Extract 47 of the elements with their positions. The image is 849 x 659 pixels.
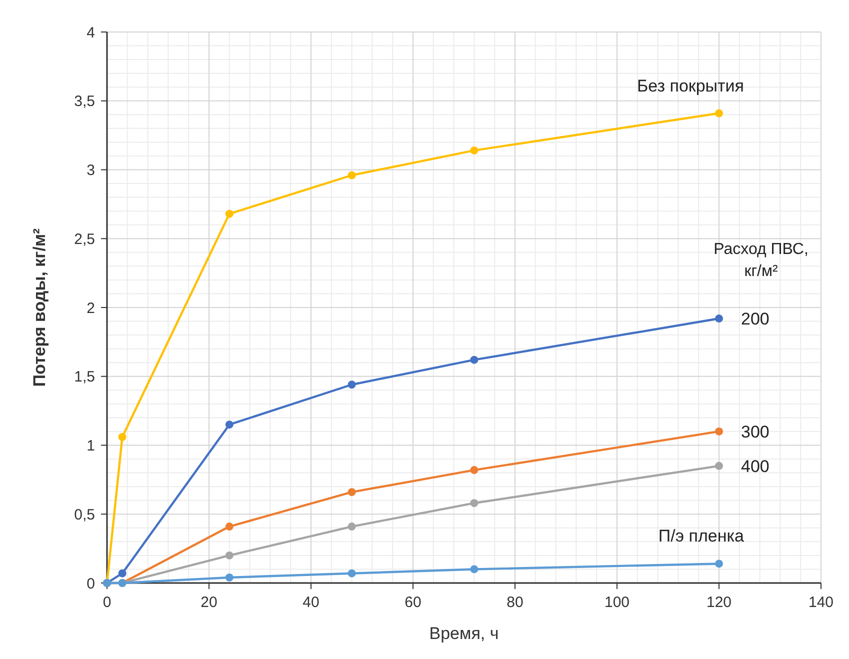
- point: [225, 573, 234, 582]
- x-tick-label: 60: [404, 594, 422, 611]
- point: [348, 380, 356, 389]
- x-tick-label: 0: [102, 594, 112, 611]
- x-tick-label: 120: [706, 594, 732, 611]
- y-tick-label: 0,5: [74, 506, 95, 524]
- y-tick-label: 3: [86, 162, 95, 179]
- point: [348, 488, 356, 496]
- point: [715, 314, 723, 323]
- x-tick-label: 80: [506, 594, 524, 611]
- x-tick-label: 140: [808, 594, 834, 611]
- point: [118, 432, 126, 441]
- point: [348, 569, 356, 578]
- series-label: 200: [741, 310, 770, 329]
- point: [715, 560, 723, 568]
- y-tick-label: 0: [86, 575, 95, 592]
- y-tick-label: 1,5: [74, 368, 95, 386]
- point: [118, 569, 126, 578]
- series-label: 300: [741, 422, 770, 442]
- point: [715, 462, 723, 470]
- point: [470, 466, 478, 474]
- x-axis-title: Время, ч: [429, 624, 499, 643]
- y-tick-label: 2,5: [74, 230, 95, 248]
- point: [470, 356, 478, 364]
- y-tick-label: 3,5: [74, 93, 95, 110]
- y-tick-label: 2: [86, 300, 95, 317]
- x-tick-label: 20: [200, 594, 218, 611]
- y-tick-label: 4: [86, 24, 95, 42]
- series-label: Без покрытия: [636, 76, 744, 96]
- y-tick-label: 1: [86, 438, 95, 454]
- point: [225, 420, 234, 429]
- point: [470, 499, 478, 508]
- point: [348, 171, 356, 180]
- series-label: 400: [741, 456, 770, 476]
- point: [225, 551, 234, 560]
- series-label: П/э пленка: [658, 526, 745, 546]
- annotation: Расход ПВС, кг/м²: [714, 241, 808, 280]
- point: [470, 146, 478, 154]
- y-axis-title: Потеря воды, кг/м²: [30, 228, 49, 387]
- point: [715, 109, 723, 118]
- point: [225, 210, 234, 218]
- point: [470, 565, 478, 574]
- point: [348, 522, 356, 531]
- x-tick-label: 40: [302, 594, 320, 611]
- point: [715, 427, 723, 436]
- point: [225, 522, 234, 531]
- x-tick-label: 100: [604, 594, 630, 611]
